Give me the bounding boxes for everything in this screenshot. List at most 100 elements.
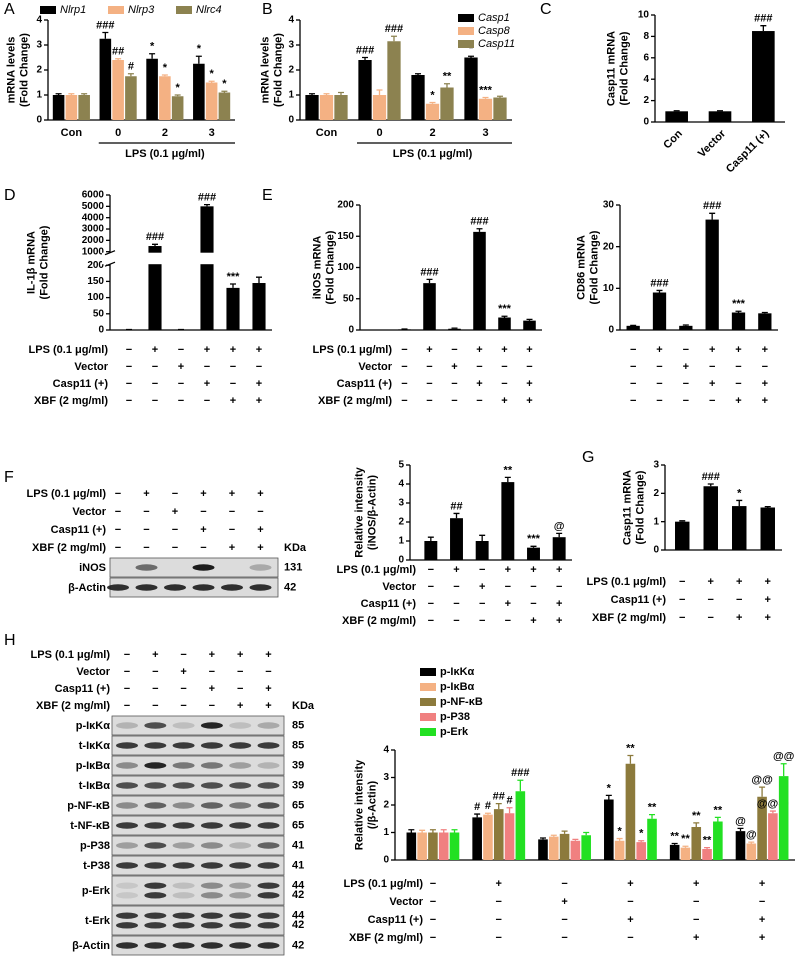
blot-band xyxy=(229,882,252,889)
condition-sign: + xyxy=(257,542,263,554)
condition-label: LPS (0.1 μg/ml) xyxy=(27,488,107,500)
legend-swatch xyxy=(458,27,474,35)
error-bar xyxy=(704,846,711,849)
legend-label: Casp1 xyxy=(478,12,510,24)
blot-band xyxy=(172,922,195,929)
error-bar xyxy=(115,58,122,60)
bar xyxy=(760,507,775,550)
blot-band xyxy=(192,564,215,571)
significance: ** xyxy=(681,833,690,845)
error-bar xyxy=(451,327,458,329)
blot-band xyxy=(257,742,280,749)
blot-band xyxy=(172,912,195,919)
blot-band xyxy=(200,892,223,899)
condition-sign: + xyxy=(526,344,532,356)
bar xyxy=(78,95,90,120)
condition-sign: − xyxy=(152,395,158,407)
blot-band xyxy=(200,882,223,889)
condition-sign: − xyxy=(627,932,633,944)
error-bar xyxy=(717,110,723,112)
blot-band xyxy=(116,722,138,729)
bar xyxy=(625,763,636,860)
condition-sign: − xyxy=(736,594,742,606)
kda-label: 41 xyxy=(292,839,304,851)
legend-swatch xyxy=(108,6,124,14)
kda-label: 65 xyxy=(292,799,304,811)
kda-label: 44 xyxy=(292,910,305,922)
significance: ### xyxy=(703,200,721,212)
condition-sign: + xyxy=(709,378,715,390)
blot-label: p-Erk xyxy=(82,885,111,897)
blot-strip xyxy=(111,735,285,756)
condition-sign: − xyxy=(735,361,741,373)
condition-sign: + xyxy=(736,612,742,624)
significance: * xyxy=(163,62,168,74)
condition-sign: − xyxy=(178,378,184,390)
condition-sign: − xyxy=(152,361,158,373)
condition-sign: − xyxy=(526,361,532,373)
bar xyxy=(438,832,449,860)
kda-header: KDa xyxy=(292,700,315,712)
significance: @ xyxy=(746,829,757,841)
error-bar xyxy=(737,827,744,832)
error-bar xyxy=(453,512,460,519)
panel-label: E xyxy=(262,187,273,204)
panel-label: G xyxy=(582,449,594,466)
condition-sign: − xyxy=(124,666,130,678)
bar xyxy=(450,518,463,560)
panel-label: B xyxy=(262,1,273,18)
blot-label: iNOS xyxy=(79,562,106,574)
condition-sign: + xyxy=(526,395,532,407)
blot-row: 131 iNOS xyxy=(79,557,302,578)
y-tick-label: 1 xyxy=(288,90,294,101)
condition-sign: + xyxy=(526,378,532,390)
error-bar xyxy=(572,838,579,841)
y-tick-label: 0 xyxy=(383,855,389,866)
error-bar xyxy=(482,96,489,99)
condition-sign: − xyxy=(428,581,434,593)
bar xyxy=(424,541,438,560)
condition-label: LPS (0.1 μg/ml) xyxy=(337,564,417,576)
condition-sign: − xyxy=(230,378,236,390)
bar xyxy=(746,843,757,860)
bar xyxy=(406,832,417,860)
error-bar xyxy=(605,794,612,800)
error-bar xyxy=(561,830,568,834)
legend-item: Nlrc4 xyxy=(176,4,222,16)
blot-label: p-P38 xyxy=(80,840,110,852)
condition-sign: − xyxy=(561,914,567,926)
condition-sign: − xyxy=(561,878,567,890)
legend-item: p-P38 xyxy=(420,711,470,723)
significance: * xyxy=(617,825,622,837)
bar xyxy=(475,541,489,560)
x-tick-label: Con xyxy=(316,127,338,139)
condition-label: Vector xyxy=(74,361,108,373)
blot-band xyxy=(107,584,129,591)
legend-label: p-P38 xyxy=(440,711,470,723)
blot-band xyxy=(200,822,223,829)
condition-sign: − xyxy=(505,581,511,593)
condition-sign: + xyxy=(627,878,633,890)
condition-sign: − xyxy=(530,598,536,610)
blot-band xyxy=(257,882,280,889)
condition-sign: − xyxy=(683,395,689,407)
blot-band xyxy=(116,842,138,849)
bar xyxy=(552,537,566,560)
condition-sign: − xyxy=(178,344,184,356)
significance: * xyxy=(176,82,181,94)
condition-sign: + xyxy=(172,506,178,518)
error-bar xyxy=(780,763,787,777)
condition-sign: − xyxy=(115,506,121,518)
error-bar xyxy=(476,228,483,232)
condition-sign: − xyxy=(426,395,432,407)
blot-label: β-Actin xyxy=(68,582,106,594)
legend-label: p-IκKα xyxy=(440,666,475,678)
bar xyxy=(523,320,536,330)
significance: * xyxy=(639,828,644,840)
bar xyxy=(636,842,647,860)
bar xyxy=(675,521,690,550)
y-tick-label: 4 xyxy=(643,74,649,85)
condition-sign: − xyxy=(630,395,636,407)
x-tick-label: 0 xyxy=(376,127,382,139)
